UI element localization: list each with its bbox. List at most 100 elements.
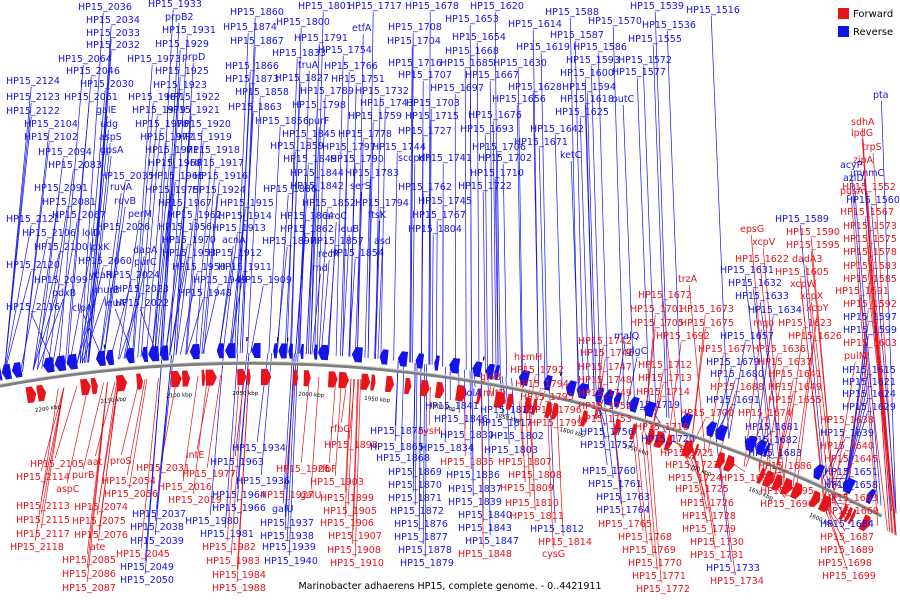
gene-label: truA <box>298 60 319 71</box>
gene-label: HP15_1715 <box>405 111 459 122</box>
label-connector <box>435 220 438 366</box>
gene-label: HP15_1913 <box>212 223 266 234</box>
gene-labels: HP15_2036 HP15_1933HP15_1860HP15_1801HP15… <box>6 0 900 595</box>
forward-gene-arrow <box>858 514 871 532</box>
gene-label: HP15_1626 <box>788 331 842 342</box>
forward-gene-arrow <box>756 467 766 484</box>
label-connector <box>260 353 273 476</box>
gene-label: HP15_1681 <box>745 422 799 433</box>
gene-label: HP15_1836 <box>446 470 500 481</box>
reverse-gene-arrow <box>300 344 304 359</box>
label-connector <box>810 301 836 506</box>
label-connector <box>156 181 176 357</box>
gene-label: sccpdh <box>398 153 431 164</box>
label-connector <box>348 258 356 357</box>
gene-label: HP15_1967 <box>158 198 212 209</box>
gene-label: HP15_1675 <box>680 318 734 329</box>
label-connector <box>310 126 320 355</box>
forward-gene-arrow <box>493 391 506 409</box>
legend-reverse-swatch <box>838 26 849 37</box>
gene-label: HP15_1633 <box>735 291 789 302</box>
label-connector <box>424 364 427 558</box>
gene-label: HP15_2060 <box>78 256 132 267</box>
label-connector <box>295 234 306 354</box>
label-connector <box>530 403 536 511</box>
label-connector <box>344 378 352 518</box>
label-connector <box>76 280 101 364</box>
gene-label: HP15_2120 <box>6 260 60 271</box>
gene-label: xcpV <box>752 237 776 248</box>
gene-label: HP15_1810 <box>505 498 559 509</box>
forward-gene-arrow <box>663 434 673 451</box>
gene-label: HP15_1694 <box>720 473 774 484</box>
forward-gene-arrow <box>170 370 182 388</box>
label-connector <box>98 192 122 362</box>
gene-label: aat <box>87 457 103 468</box>
label-connector <box>169 258 188 356</box>
label-connector <box>822 451 846 500</box>
label-connector <box>469 56 472 371</box>
gene-label: HP15_1588 <box>545 7 599 18</box>
label-connector <box>586 92 597 398</box>
gene-label: HP15_2113 <box>16 501 70 512</box>
gene-label: sdhA <box>851 117 875 128</box>
gene-label: HP15_1968 <box>148 158 202 169</box>
gene-label: HP15_1641 <box>768 369 822 380</box>
forward-gene-arrow <box>692 443 699 460</box>
tick-label: 1950 kbp <box>364 396 391 404</box>
gene-label: mltD <box>483 388 506 399</box>
gene-label: HP15_1908 <box>327 545 381 556</box>
forward-gene-arrow <box>327 371 338 388</box>
genome-backbone-highlight <box>0 361 883 515</box>
reverse-gene-arrow <box>351 347 363 363</box>
gene-label: HP15_1804 <box>408 224 462 235</box>
gene-label: HP15_1636 <box>752 344 806 355</box>
label-connector <box>654 11 670 419</box>
gene-label: HP15_1905 <box>323 506 377 517</box>
label-connector <box>288 353 299 556</box>
gene-label: glgC <box>626 346 648 357</box>
reverse-gene-arrow <box>288 343 293 359</box>
label-connector <box>645 432 658 571</box>
legend: Forward Reverse <box>838 8 893 38</box>
gene-label: HP15_1693 <box>460 124 514 135</box>
gene-label: HP15_1595 <box>786 240 840 251</box>
gene-label: HP15_2087 <box>62 583 116 594</box>
label-connector <box>37 157 64 370</box>
gene-label: HP15_1808 <box>508 470 562 481</box>
gene-label: HP15_2023 <box>115 284 169 295</box>
gene-label: perM <box>128 209 152 220</box>
label-connector <box>759 301 782 460</box>
gene-label: HP15_1710 <box>470 168 524 179</box>
label-connector <box>690 328 706 448</box>
label-connector <box>230 374 244 556</box>
gene-label: HP15_1948 <box>178 288 232 299</box>
gene-label: HP15_1915 <box>220 198 274 209</box>
label-connector <box>668 341 682 440</box>
label-connector <box>40 387 65 501</box>
gene-label: HP15_1725 <box>675 484 729 495</box>
gene-label: HP15_2050 <box>120 575 174 586</box>
gene-label: HP15_2102 <box>24 132 78 143</box>
label-connector <box>494 178 499 376</box>
label-connector <box>590 65 601 399</box>
label-connector <box>613 423 624 519</box>
label-connector <box>79 12 104 364</box>
gene-label: HP15_1868 <box>376 453 430 464</box>
gene-label: HP15_1972 <box>140 132 194 143</box>
gene-label: HP15_2067 <box>52 210 106 221</box>
gene-label: rfbC <box>330 424 350 435</box>
gene-label: lpxK <box>89 242 110 253</box>
gene-label: HP15_2049 <box>120 562 174 573</box>
gene-label: HP15_1925 <box>155 66 209 77</box>
gene-label: HP15_1600 <box>560 68 614 79</box>
label-connector <box>119 294 141 360</box>
reverse-gene-arrow <box>485 363 495 380</box>
label-connector <box>169 35 188 356</box>
label-connector <box>209 353 224 516</box>
gene-label: HP15_1639 <box>820 428 874 439</box>
gene-label: HP15_1841 <box>425 401 479 412</box>
reverse-gene-arrow <box>763 442 771 458</box>
label-connector <box>410 68 414 363</box>
gene-label: azlD <box>843 173 864 184</box>
